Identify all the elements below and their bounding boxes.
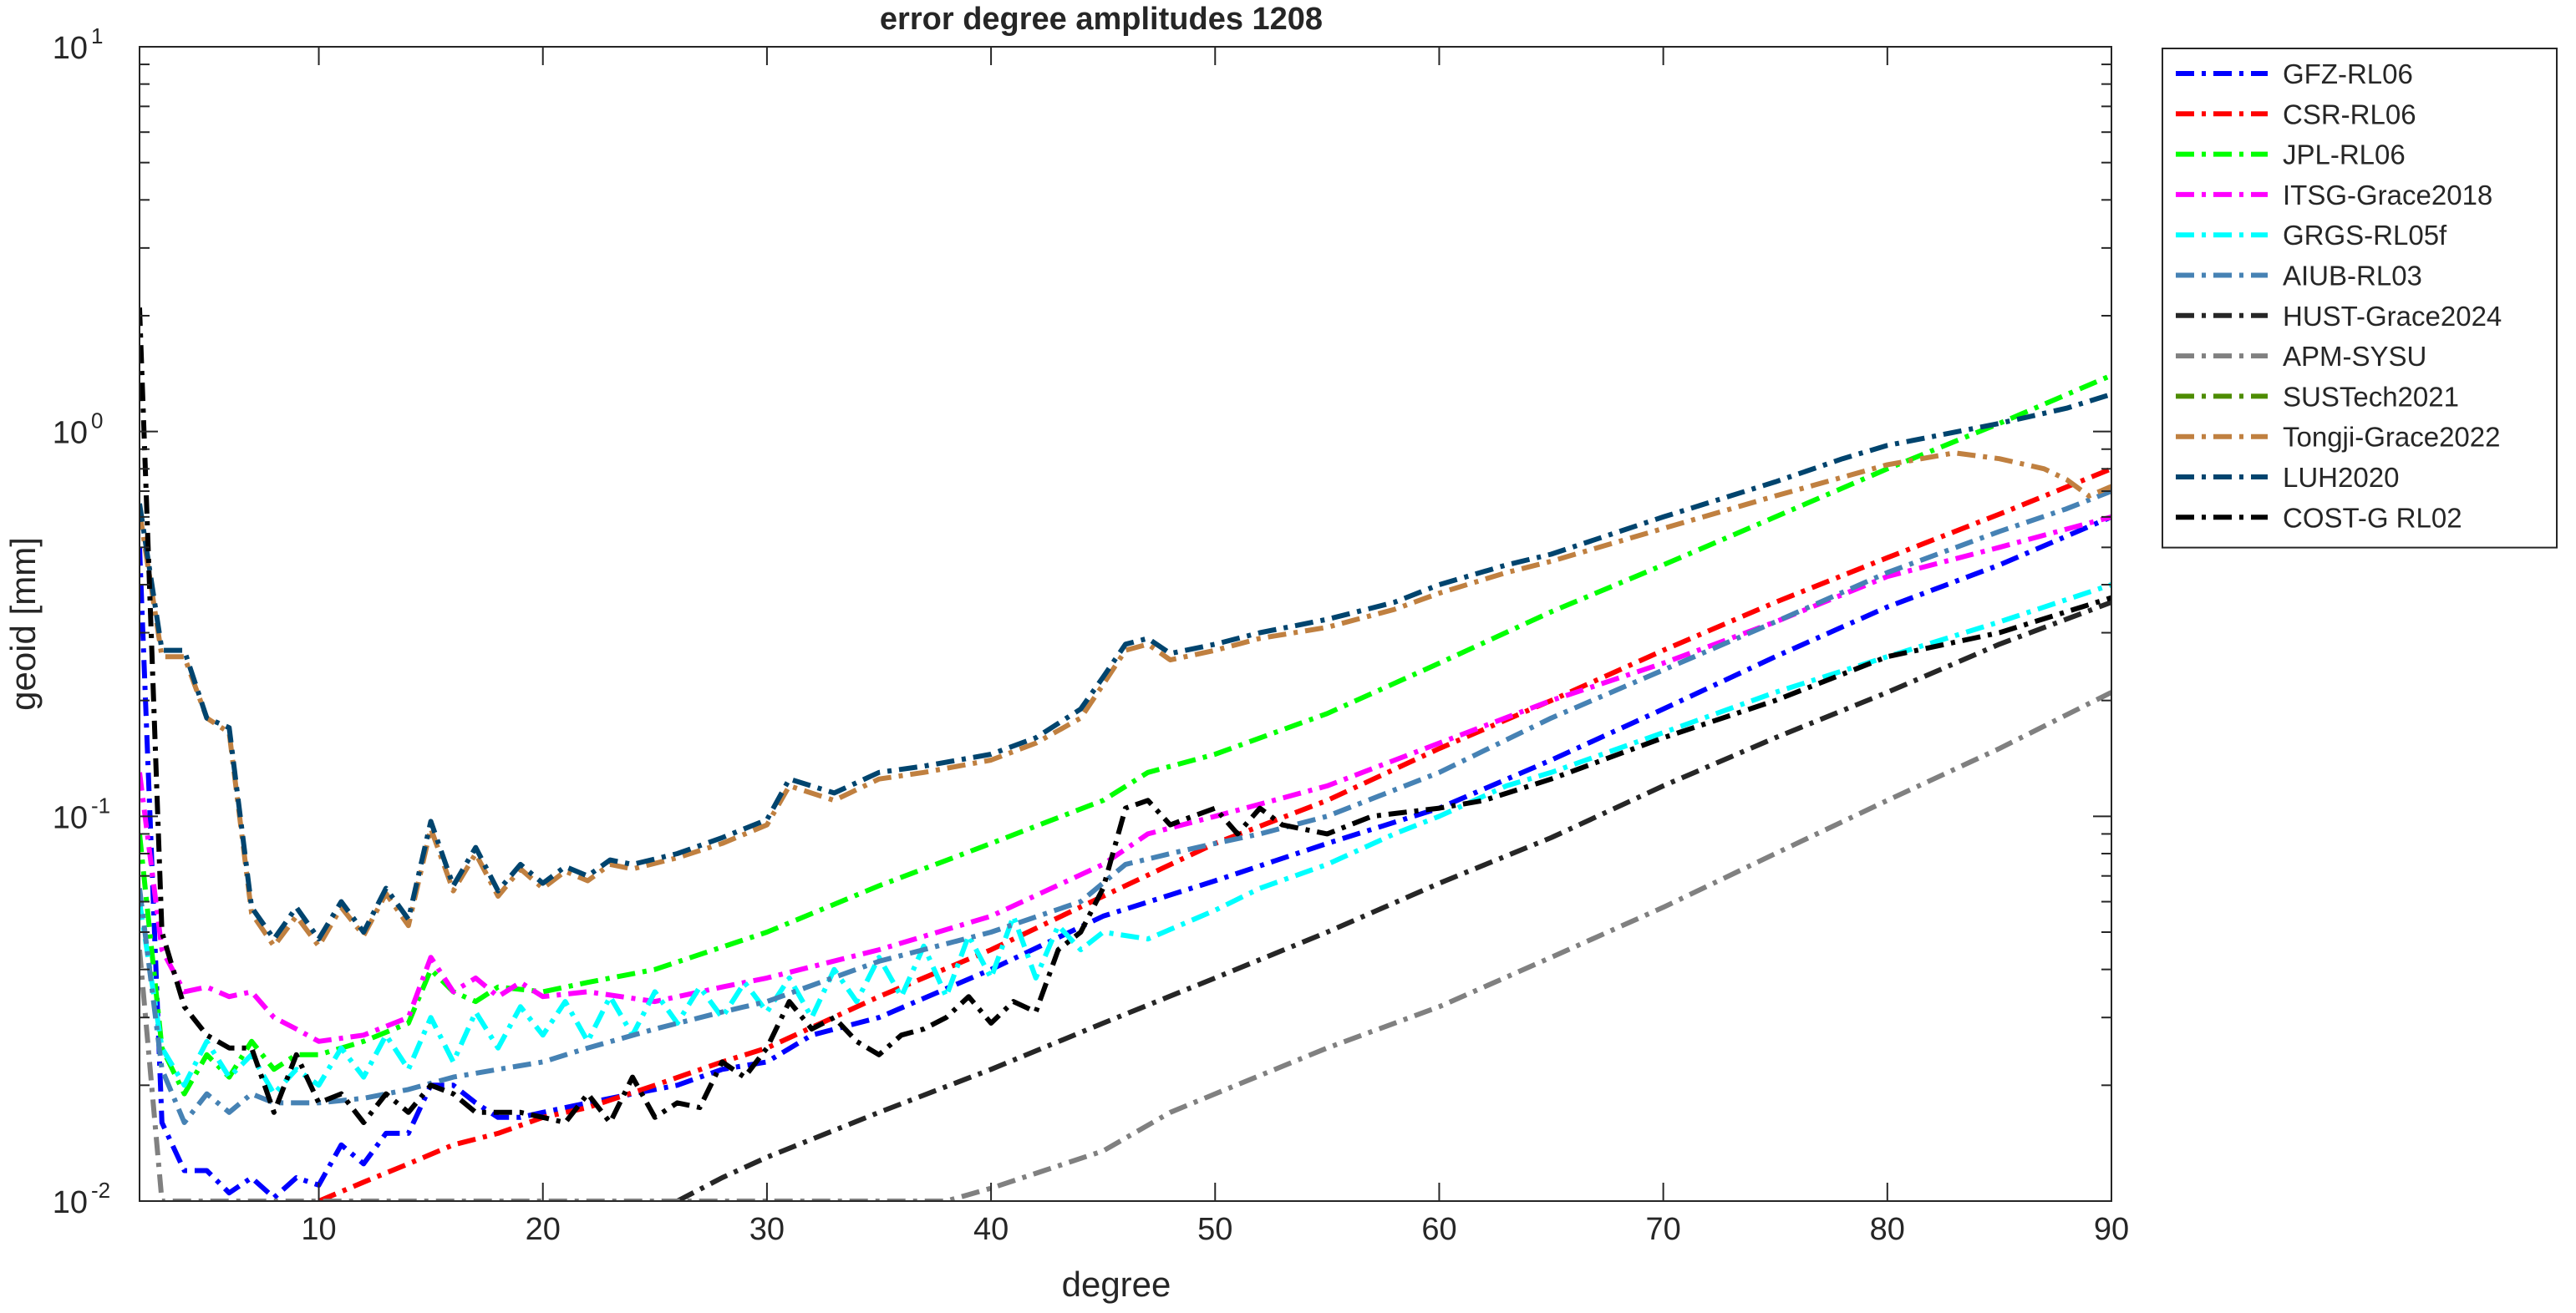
series-line-aiub-rl03	[140, 489, 2111, 1125]
legend-box	[2162, 48, 2558, 549]
x-tick-label: 80	[1870, 1212, 1905, 1247]
plot-area-frame	[139, 46, 2112, 1202]
x-tick-label: 10	[301, 1212, 336, 1247]
x-tick-label: 70	[1645, 1212, 1680, 1247]
y-tick-label-exponent: 0	[91, 408, 103, 433]
legend-entry-label: CSR-RL06	[2283, 99, 2416, 129]
x-axis-label: degree	[1062, 1265, 1171, 1304]
series-line-cost-g-rl02	[140, 307, 2111, 1125]
y-tick-label-exponent: -2	[91, 1178, 110, 1203]
series-line-apm-sysu	[140, 690, 2111, 1201]
x-tick-label: 40	[973, 1212, 1009, 1247]
x-tick-label: 30	[749, 1212, 785, 1247]
series-line-itsg-grace2018	[140, 515, 2111, 1044]
legend-entry-label: LUH2020	[2283, 462, 2399, 493]
legend-entry-label: GRGS-RL05f	[2283, 220, 2447, 251]
y-axis-label: geoid [mm]	[3, 537, 43, 711]
y-tick-label: 10	[53, 800, 88, 835]
legend: GFZ-RL06 CSR-RL06 JPL-RL06 ITSG-Grace2018 GR…	[2162, 48, 2558, 549]
y-tick-label-exponent: 1	[91, 23, 103, 48]
legend-entry-label: Tongji-Grace2022	[2283, 422, 2501, 453]
legend-entry-label: GFZ-RL06	[2283, 58, 2413, 89]
legend-entry-label: APM-SYSU	[2283, 341, 2426, 372]
chart-title: error degree amplitudes 1208	[880, 2, 1323, 37]
y-tick-label: 10	[53, 31, 88, 66]
x-tick-label: 50	[1197, 1212, 1232, 1247]
y-tick-label: 10	[53, 416, 88, 451]
legend-entry-label: ITSG-Grace2018	[2283, 180, 2492, 210]
x-tick-label: 90	[2094, 1212, 2129, 1247]
y-tick-label: 10	[53, 1185, 88, 1220]
series-line-jpl-rl06	[140, 373, 2111, 1097]
series-line-csr-rl06	[318, 466, 2111, 1201]
series-line-hust-grace2024	[676, 600, 2111, 1201]
x-tick-label: 20	[526, 1212, 561, 1247]
y-tick-label-exponent: -1	[91, 793, 110, 818]
legend-entry-label: HUST-Grace2024	[2283, 301, 2502, 332]
series-line-grgs-rl05f	[140, 582, 2111, 1097]
legend-entry-label: COST-G RL02	[2283, 502, 2462, 533]
series-line-luh2020	[140, 392, 2111, 942]
legend-entry-label: AIUB-RL03	[2283, 261, 2422, 291]
legend-entry-label: JPL-RL06	[2283, 139, 2406, 170]
x-tick-label: 60	[1421, 1212, 1456, 1247]
legend-entry-label: SUSTech2021	[2283, 381, 2459, 412]
